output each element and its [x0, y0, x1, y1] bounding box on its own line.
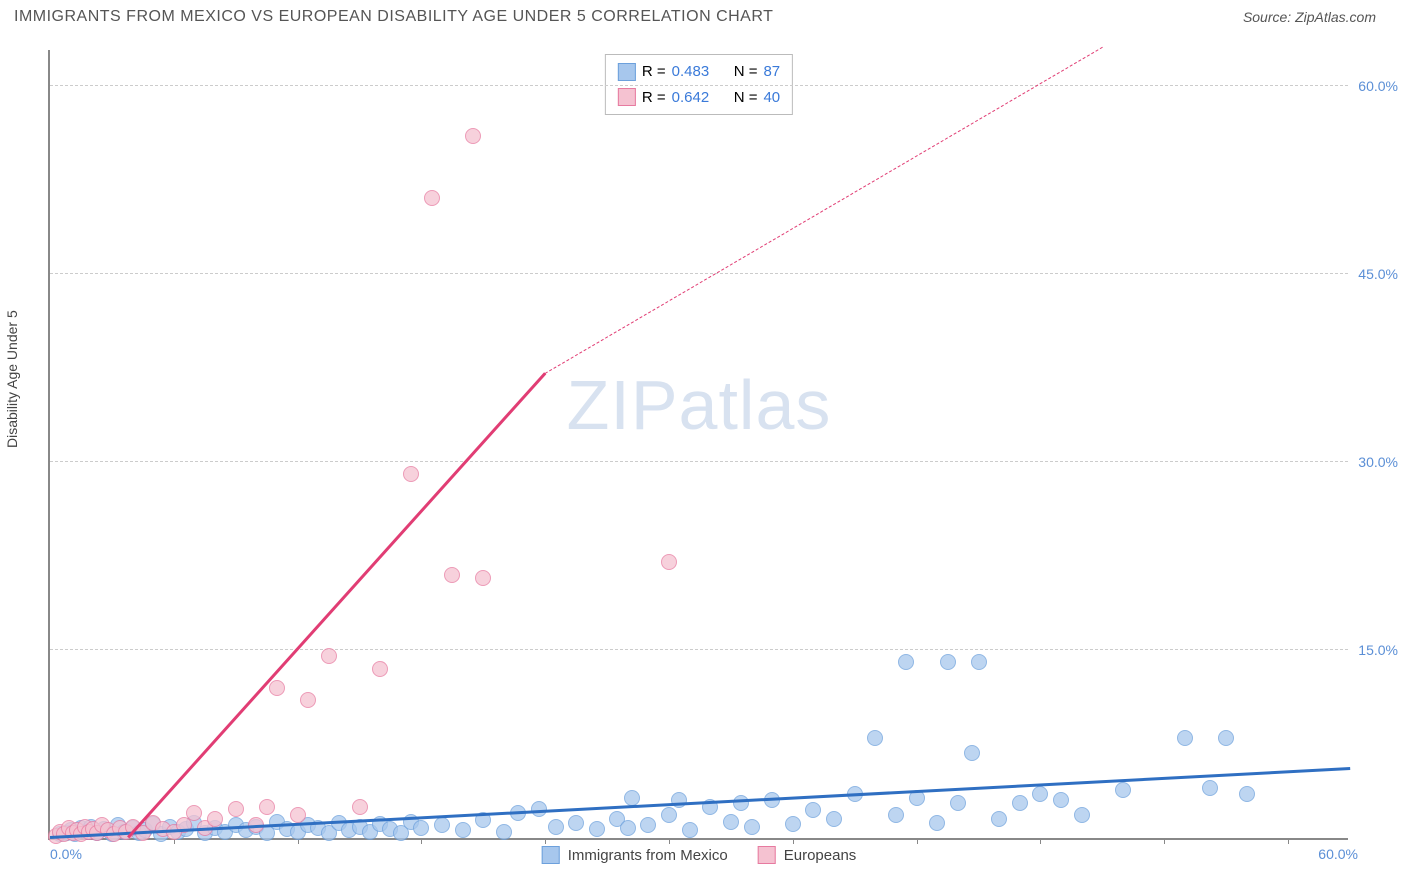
point-europeans: [228, 801, 244, 817]
point-mexico: [455, 822, 471, 838]
point-mexico: [1032, 786, 1048, 802]
point-mexico: [929, 815, 945, 831]
point-mexico: [1202, 780, 1218, 796]
y-axis-label: Disability Age Under 5: [4, 310, 20, 448]
point-europeans: [186, 805, 202, 821]
point-mexico: [1218, 730, 1234, 746]
point-europeans: [207, 811, 223, 827]
trend-line: [50, 767, 1350, 838]
trend-line: [127, 372, 546, 838]
y-tick-label: 60.0%: [1358, 78, 1398, 94]
chart-title: IMMIGRANTS FROM MEXICO VS EUROPEAN DISAB…: [14, 8, 773, 26]
point-mexico: [1053, 792, 1069, 808]
gridline: [50, 85, 1348, 86]
watermark: ZIPatlas: [567, 365, 832, 445]
swatch-mexico: [618, 63, 636, 81]
point-europeans: [269, 680, 285, 696]
y-tick-label: 15.0%: [1358, 642, 1398, 658]
point-europeans: [444, 567, 460, 583]
point-mexico: [434, 817, 450, 833]
x-tick-mark: [1164, 838, 1165, 844]
point-mexico: [661, 807, 677, 823]
point-mexico: [589, 821, 605, 837]
point-mexico: [1074, 807, 1090, 823]
point-mexico: [785, 816, 801, 832]
point-europeans: [321, 648, 337, 664]
swatch-mexico: [542, 846, 560, 864]
point-mexico: [548, 819, 564, 835]
point-europeans: [372, 661, 388, 677]
x-tick-mark: [421, 838, 422, 844]
swatch-europeans: [618, 88, 636, 106]
point-mexico: [867, 730, 883, 746]
point-mexico: [964, 745, 980, 761]
scatter-chart: ZIPatlas R = 0.483 N = 87 R = 0.642 N = …: [48, 50, 1348, 840]
legend-label-mexico: Immigrants from Mexico: [568, 847, 728, 864]
x-tick-mark: [1288, 838, 1289, 844]
x-tick-mark: [917, 838, 918, 844]
point-europeans: [465, 128, 481, 144]
point-mexico: [671, 792, 687, 808]
point-mexico: [640, 817, 656, 833]
point-europeans: [290, 807, 306, 823]
point-mexico: [1115, 782, 1131, 798]
point-mexico: [1177, 730, 1193, 746]
point-mexico: [1012, 795, 1028, 811]
point-mexico: [898, 654, 914, 670]
gridline: [50, 273, 1348, 274]
point-mexico: [682, 822, 698, 838]
point-mexico: [723, 814, 739, 830]
point-mexico: [805, 802, 821, 818]
point-mexico: [1239, 786, 1255, 802]
gridline: [50, 649, 1348, 650]
gridline: [50, 461, 1348, 462]
x-axis-min: 0.0%: [50, 846, 82, 862]
point-mexico: [744, 819, 760, 835]
point-europeans: [661, 554, 677, 570]
legend-label-europeans: Europeans: [784, 847, 857, 864]
swatch-europeans: [758, 846, 776, 864]
point-mexico: [888, 807, 904, 823]
point-mexico: [568, 815, 584, 831]
point-mexico: [991, 811, 1007, 827]
x-tick-mark: [669, 838, 670, 844]
point-mexico: [971, 654, 987, 670]
x-tick-mark: [1040, 838, 1041, 844]
point-mexico: [413, 820, 429, 836]
point-mexico: [950, 795, 966, 811]
point-mexico: [733, 795, 749, 811]
point-europeans: [475, 570, 491, 586]
point-europeans: [424, 190, 440, 206]
x-tick-mark: [793, 838, 794, 844]
point-mexico: [624, 790, 640, 806]
point-mexico: [826, 811, 842, 827]
point-europeans: [300, 692, 316, 708]
point-europeans: [259, 799, 275, 815]
y-tick-label: 30.0%: [1358, 454, 1398, 470]
source-attribution: Source: ZipAtlas.com: [1243, 9, 1376, 25]
x-axis-max: 60.0%: [1318, 846, 1358, 862]
point-mexico: [940, 654, 956, 670]
series-legend: Immigrants from Mexico Europeans: [542, 846, 857, 864]
point-europeans: [403, 466, 419, 482]
point-europeans: [352, 799, 368, 815]
x-tick-mark: [545, 838, 546, 844]
y-tick-label: 45.0%: [1358, 266, 1398, 282]
point-mexico: [496, 824, 512, 840]
point-mexico: [620, 820, 636, 836]
